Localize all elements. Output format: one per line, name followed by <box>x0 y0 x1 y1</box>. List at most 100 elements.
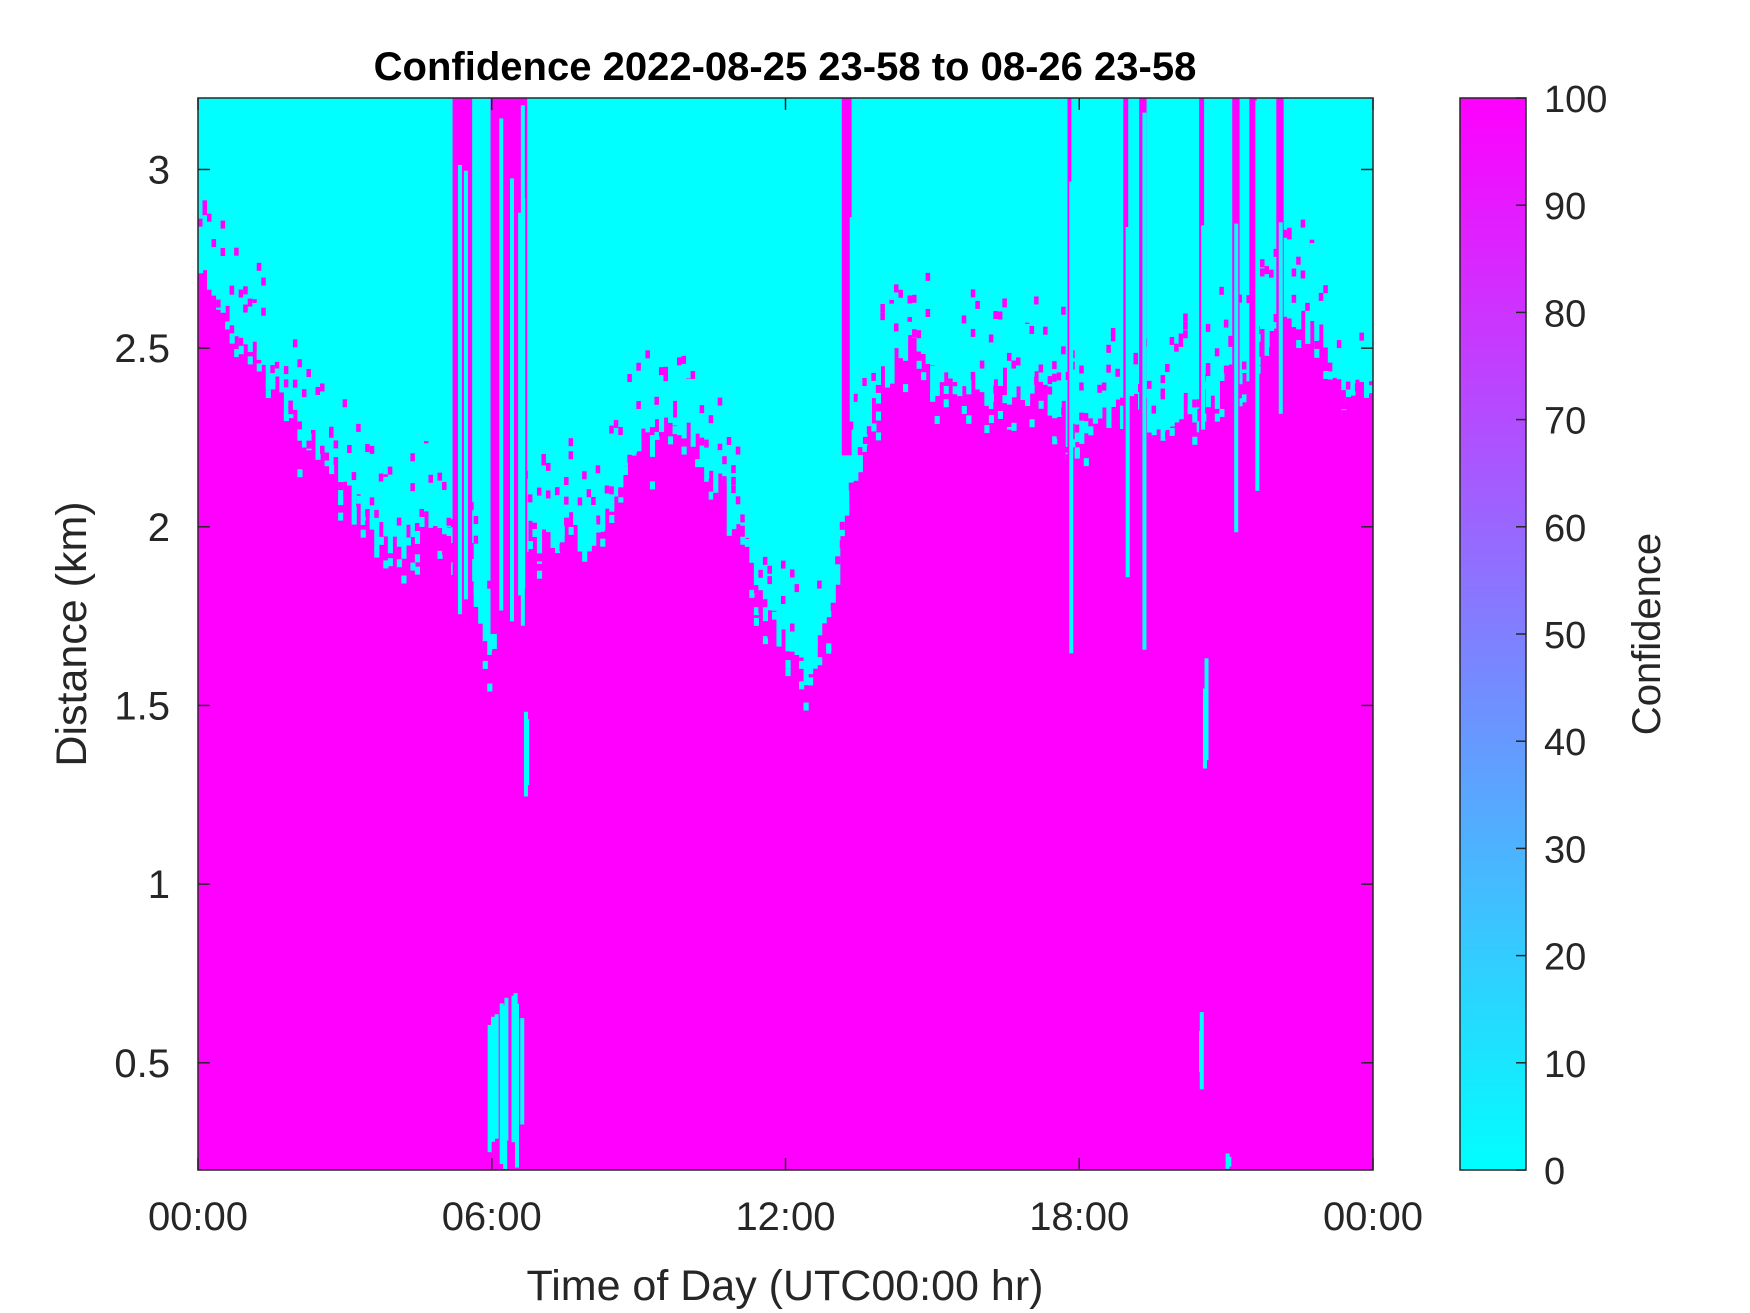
heatmap-cell-high <box>270 365 276 374</box>
heatmap-cell-low <box>609 98 615 512</box>
heatmap-cell-low <box>893 98 900 349</box>
heatmap-streak-low <box>1125 227 1130 578</box>
heatmap-cell-low <box>943 385 949 394</box>
heatmap-cell-high <box>577 497 583 506</box>
heatmap-cell-high <box>1183 313 1189 322</box>
heatmap-cell-low <box>988 415 994 424</box>
heatmap-cell-low <box>342 387 348 396</box>
heatmap-cell-low <box>225 98 231 306</box>
heatmap-cell-low <box>536 570 543 579</box>
heatmap-cell-low <box>1192 98 1198 423</box>
heatmap-cell-high <box>274 361 280 370</box>
heatmap-cell-low <box>1165 389 1171 398</box>
heatmap-cell-high <box>668 422 674 431</box>
heatmap-patch-low <box>487 1024 492 1153</box>
heatmap-patch-low <box>504 997 509 1141</box>
heatmap-cell-low <box>744 538 750 547</box>
heatmap-cell-high <box>649 427 656 436</box>
heatmap-cell-low <box>668 436 674 445</box>
heatmap-cell-low <box>478 532 484 541</box>
heatmap-cell-high <box>207 290 213 299</box>
heatmap-cell-high <box>690 370 696 379</box>
heatmap-cell-low <box>817 657 823 666</box>
heatmap-cell-low <box>600 441 606 450</box>
heatmap-cell-high <box>1282 229 1288 238</box>
heatmap-cell-low <box>1083 458 1089 467</box>
heatmap-cell-low <box>573 492 579 501</box>
heatmap-cell-low <box>884 98 891 388</box>
heatmap-cell-low <box>717 98 723 474</box>
heatmap-cell-high <box>473 516 479 525</box>
heatmap-cell-high <box>256 262 262 271</box>
heatmap-cell-high <box>1341 391 1347 400</box>
heatmap-cell-low <box>952 386 958 395</box>
heatmap-cell-low <box>433 98 439 524</box>
heatmap-cell-high <box>1228 335 1234 344</box>
heatmap-cell-low <box>776 638 782 647</box>
heatmap-cell-high <box>568 438 574 447</box>
heatmap-cell-high <box>713 492 719 501</box>
heatmap-cell-low <box>527 541 534 550</box>
heatmap-cell-high <box>1147 432 1153 441</box>
heatmap-cell-low <box>848 463 854 472</box>
heatmap-cell-low <box>1088 98 1094 436</box>
heatmap-cell-low <box>351 451 357 460</box>
heatmap-cell-low <box>1011 318 1017 327</box>
heatmap-cell-low <box>708 491 714 500</box>
heatmap-cell-low <box>582 98 588 562</box>
heatmap-cell-low <box>482 98 488 649</box>
heatmap-cell-low <box>1260 298 1266 307</box>
heatmap-cell-low <box>1115 98 1121 400</box>
heatmap-cell-low <box>527 512 534 520</box>
heatmap-cell-high <box>884 407 891 416</box>
heatmap-patch-low <box>520 1018 525 1125</box>
heatmap-cell-high <box>297 359 303 368</box>
heatmap-cell-low <box>1296 237 1302 246</box>
heatmap-cell-low <box>649 98 656 457</box>
heatmap-cell-high <box>320 383 326 392</box>
heatmap-cell-low <box>1110 398 1116 407</box>
heatmap-cell-low <box>934 300 940 309</box>
heatmap-cell-low <box>961 98 967 387</box>
heatmap-cell-high <box>1323 285 1329 294</box>
heatmap-cell-low <box>1350 387 1356 396</box>
heatmap-cell-low <box>401 466 407 475</box>
heatmap-cell-high <box>1291 268 1297 277</box>
heatmap-cell-low <box>1006 98 1013 405</box>
heatmap-cell-low <box>256 363 262 372</box>
heatmap-cell-low <box>1097 98 1103 419</box>
heatmap-cell-high <box>618 427 624 436</box>
heatmap-cell-low <box>442 98 448 535</box>
heatmap-cell-high <box>320 463 326 472</box>
heatmap-cell-high <box>288 400 294 409</box>
x-tick-label: 00:00 <box>148 1195 248 1239</box>
heatmap-cell-low <box>532 529 538 538</box>
heatmap-cell-high <box>1147 465 1153 474</box>
heatmap-cell-high <box>1341 410 1347 419</box>
heatmap-cell-high <box>808 689 814 698</box>
heatmap-cell-low <box>654 411 660 420</box>
heatmap-cell-high <box>243 304 249 313</box>
heatmap-cell-low <box>338 98 344 505</box>
heatmap-cell-high <box>374 509 380 518</box>
heatmap-cell-high <box>1147 380 1153 389</box>
heatmap-cell-low <box>586 500 592 509</box>
heatmap-cell-low <box>225 296 231 305</box>
heatmap-cell-high <box>1300 219 1306 228</box>
heatmap-cell-low <box>1368 98 1373 382</box>
heatmap-cell-low <box>1133 335 1139 344</box>
heatmap-cell-high <box>564 496 570 505</box>
heatmap-cell-low <box>658 424 665 433</box>
heatmap-cell-low <box>975 98 981 390</box>
heatmap-cell-low <box>1192 436 1198 445</box>
heatmap-cell-high <box>559 543 565 552</box>
heatmap-cell-low <box>324 417 330 426</box>
heatmap-cell-low <box>383 560 389 569</box>
heatmap-cell-low <box>351 435 357 444</box>
colorbar <box>1459 97 1527 1171</box>
heatmap-cell-low <box>378 496 384 505</box>
heatmap-plot-area <box>198 98 1373 1170</box>
heatmap-cell-high <box>306 440 312 449</box>
heatmap-cell-low <box>776 572 782 581</box>
heatmap-cell-high <box>1006 352 1013 361</box>
